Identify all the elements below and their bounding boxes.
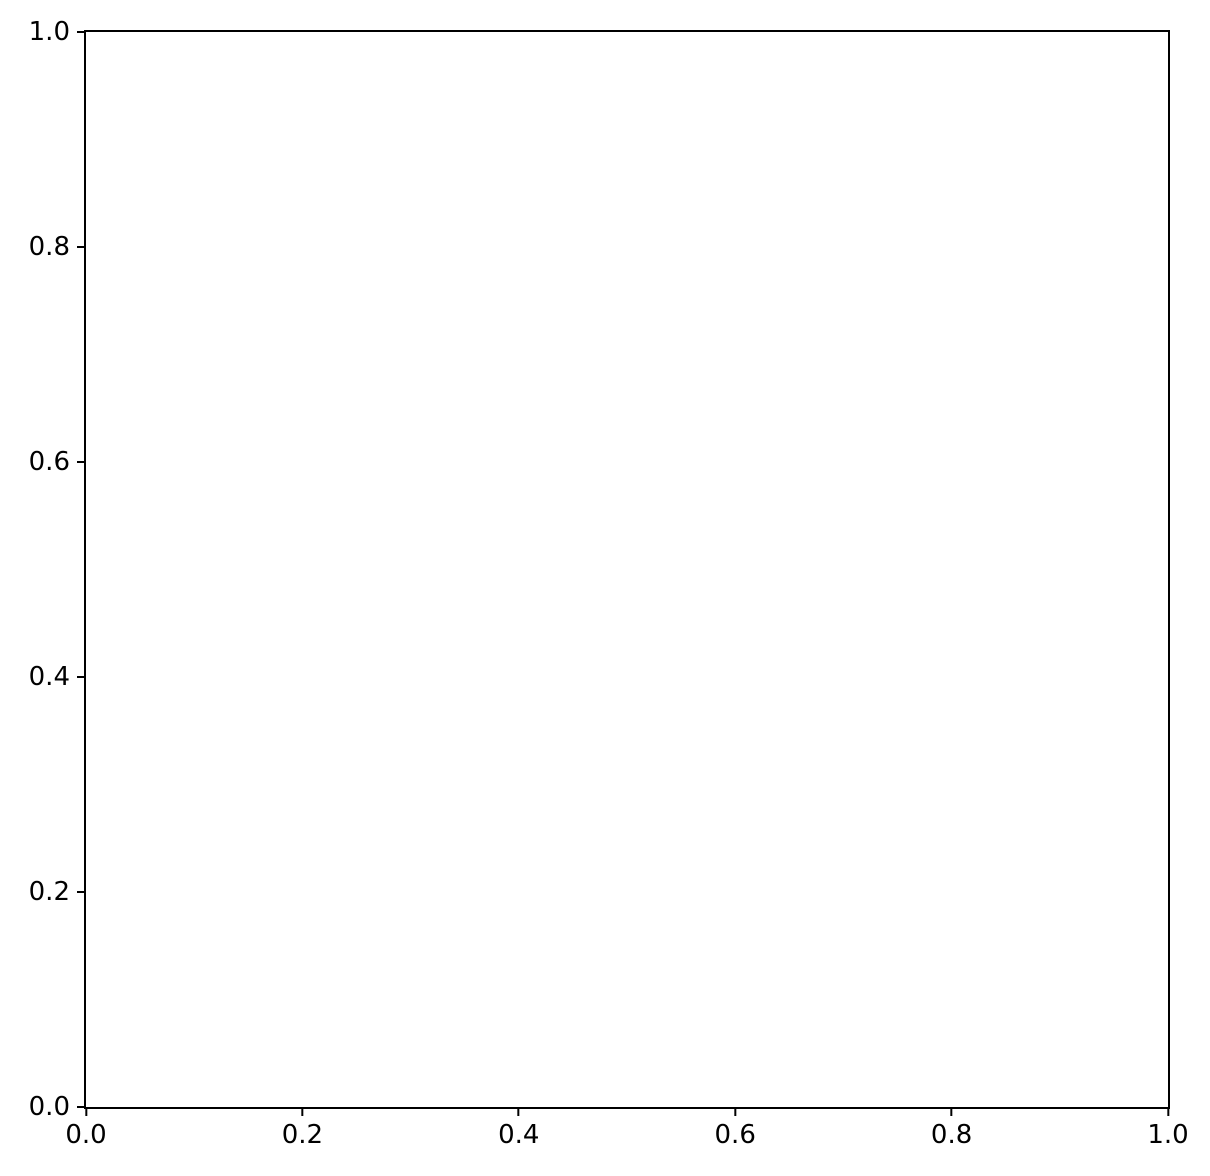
y-tick-label: 0.6 <box>28 447 70 477</box>
y-tick-label: 0.4 <box>28 662 70 692</box>
y-tick: 0.2 <box>29 879 84 905</box>
x-tick-mark <box>517 1109 520 1116</box>
y-tick-mark <box>77 461 84 463</box>
x-tick-label: 0.0 <box>65 1120 107 1150</box>
x-tick-mark <box>950 1109 953 1116</box>
x-tick: 0.2 <box>282 1109 323 1148</box>
x-tick-label: 0.6 <box>714 1120 756 1150</box>
plot-area: 0.0 0.2 0.4 0.6 0.8 1.0 <box>29 19 1189 1148</box>
y-tick: 0.8 <box>29 234 84 260</box>
x-tick: 0.0 <box>65 1109 107 1150</box>
x-tick: 1.0 <box>1147 1109 1189 1150</box>
y-tick-mark <box>77 31 84 33</box>
y-tick-mark <box>77 676 84 678</box>
x-tick: 0.6 <box>715 1109 756 1148</box>
y-tick: 0.4 <box>29 664 84 690</box>
y-tick-label: 0.0 <box>28 1092 70 1122</box>
y-tick-label: 0.8 <box>28 232 70 262</box>
y-tick: 0.0 <box>29 1094 84 1120</box>
x-tick: 0.4 <box>498 1109 539 1148</box>
y-tick-label: 1.0 <box>28 17 70 47</box>
y-tick-mark <box>77 246 84 248</box>
x-tick-label: 0.8 <box>930 1120 973 1150</box>
x-tick-label: 0.4 <box>498 1120 540 1150</box>
x-tick-mark <box>1166 1109 1169 1116</box>
y-tick-mark <box>77 891 84 893</box>
x-tick-mark <box>734 1109 737 1116</box>
y-tick-mark <box>77 1106 84 1108</box>
x-tick-label: 0.2 <box>281 1120 324 1150</box>
y-tick-label: 0.2 <box>28 877 70 907</box>
x-tick: 0.8 <box>931 1109 972 1148</box>
x-tick-mark <box>301 1109 304 1116</box>
y-tick: 1.0 <box>29 19 84 45</box>
x-tick-mark <box>84 1109 87 1116</box>
y-tick: 0.6 <box>29 449 84 475</box>
x-tick-label: 1.0 <box>1147 1120 1189 1150</box>
